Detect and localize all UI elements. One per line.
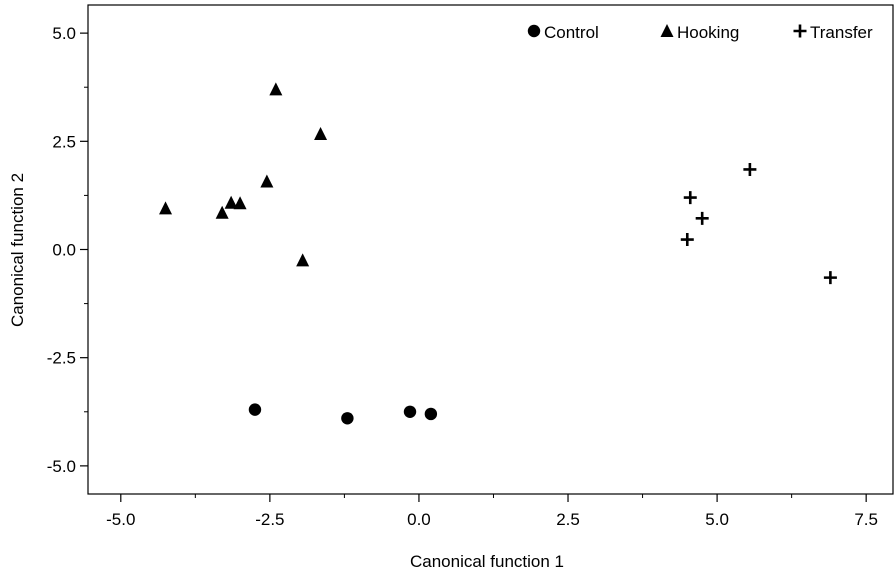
- hooking-point: [224, 195, 238, 209]
- legend-hooking-label: Hooking: [677, 23, 739, 42]
- x-tick-label: -2.5: [255, 510, 284, 529]
- hooking-point: [260, 174, 274, 188]
- y-axis-title: Canonical function 2: [8, 173, 27, 327]
- hooking-point: [314, 126, 328, 140]
- hooking-point: [269, 82, 283, 96]
- control-point: [403, 405, 417, 418]
- y-tick-label: 5.0: [52, 24, 76, 43]
- transfer-point: [743, 162, 757, 176]
- x-tick-label: 2.5: [556, 510, 580, 529]
- transfer-point: [680, 233, 694, 247]
- y-tick-label: 2.5: [52, 132, 76, 151]
- x-tick-label: -5.0: [106, 510, 135, 529]
- x-axis-title: Canonical function 1: [410, 552, 564, 571]
- x-tick-label: 0.0: [407, 510, 431, 529]
- transfer-point: [683, 191, 697, 205]
- legend-transfer-label: Transfer: [810, 23, 873, 42]
- y-tick-label: -5.0: [47, 457, 76, 476]
- y-tick-label: 0.0: [52, 241, 76, 260]
- y-tick-label: -2.5: [47, 349, 76, 368]
- plot-area: [87, 4, 894, 495]
- transfer-point: [823, 271, 837, 285]
- data-points: [159, 82, 837, 425]
- legend: Control Hooking Transfer: [527, 23, 873, 42]
- x-axis-ticks: -5.0 -2.5 0.0 2.5 5.0 7.5: [106, 494, 878, 529]
- y-axis-ticks: 5.0 2.5 0.0 -2.5 -5.0: [47, 24, 88, 476]
- control-point: [248, 403, 262, 416]
- control-point: [424, 407, 438, 421]
- hooking-point: [233, 196, 247, 210]
- legend-control-label: Control: [544, 23, 599, 42]
- x-tick-label: 5.0: [705, 510, 729, 529]
- plot-frame: [87, 4, 894, 495]
- hooking-point: [296, 253, 310, 267]
- hooking-point: [215, 205, 229, 219]
- hooking-point: [159, 201, 173, 215]
- legend-transfer-marker: [793, 24, 807, 38]
- legend-control-marker: [527, 24, 541, 38]
- control-point: [341, 412, 354, 425]
- transfer-point: [695, 211, 709, 225]
- x-tick-label: 7.5: [854, 510, 878, 529]
- legend-hooking-marker: [660, 24, 674, 37]
